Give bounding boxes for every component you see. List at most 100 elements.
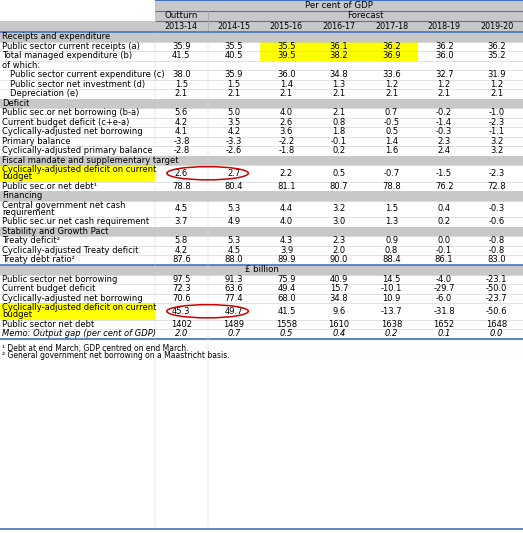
Bar	[365, 42, 418, 51]
Text: 33.6: 33.6	[382, 70, 401, 79]
Text: 35.9: 35.9	[224, 70, 243, 79]
Text: Stability and Growth Pact: Stability and Growth Pact	[2, 227, 108, 236]
Text: -23.7: -23.7	[486, 294, 507, 303]
Bar	[313, 42, 365, 51]
Text: 4.4: 4.4	[280, 204, 293, 213]
Text: 68.0: 68.0	[277, 294, 295, 303]
Text: -29.7: -29.7	[434, 284, 455, 293]
Text: 0.7: 0.7	[227, 329, 241, 338]
Text: Public sector net borrowing: Public sector net borrowing	[2, 274, 117, 284]
Text: -0.8: -0.8	[488, 246, 505, 255]
Text: 31.9: 31.9	[487, 70, 506, 79]
Text: 4.5: 4.5	[228, 246, 241, 255]
Bar	[0, 227, 523, 236]
Text: 1.2: 1.2	[385, 80, 398, 89]
Text: 2013-14: 2013-14	[165, 22, 198, 31]
Text: 2.6: 2.6	[280, 118, 293, 127]
Text: Outturn: Outturn	[165, 12, 198, 20]
Bar	[0, 32, 523, 42]
Text: 4.2: 4.2	[228, 127, 241, 136]
Text: Treaty deficit²: Treaty deficit²	[2, 236, 60, 245]
Text: 1.5: 1.5	[228, 80, 241, 89]
Text: Public sector current receipts (a): Public sector current receipts (a)	[2, 42, 140, 51]
Text: 90.0: 90.0	[330, 255, 348, 264]
Text: 83.0: 83.0	[487, 255, 506, 264]
Text: 3.0: 3.0	[333, 217, 346, 226]
Bar	[155, 11, 523, 21]
Text: 1.2: 1.2	[438, 80, 451, 89]
Text: Per cent of GDP: Per cent of GDP	[305, 1, 373, 10]
Text: 36.9: 36.9	[382, 51, 401, 60]
Text: 78.8: 78.8	[172, 182, 191, 191]
Text: 36.2: 36.2	[435, 42, 453, 51]
Text: -10.1: -10.1	[381, 284, 402, 293]
Text: 0.2: 0.2	[385, 329, 398, 338]
Text: Cyclically-adjusted deficit on current: Cyclically-adjusted deficit on current	[2, 165, 156, 174]
Text: 2.1: 2.1	[490, 89, 503, 98]
Text: ² General government net borrowing on a Maastricht basis.: ² General government net borrowing on a …	[2, 351, 230, 360]
Text: 1489: 1489	[223, 320, 244, 329]
Text: 4.1: 4.1	[175, 127, 188, 136]
Text: Public sector net debt: Public sector net debt	[2, 320, 94, 329]
Text: 35.5: 35.5	[224, 42, 243, 51]
Text: 72.3: 72.3	[172, 284, 190, 293]
Text: -0.2: -0.2	[436, 108, 452, 117]
Text: Cyclically-adjusted net borrowing: Cyclically-adjusted net borrowing	[2, 294, 143, 303]
Text: requirement: requirement	[2, 208, 54, 217]
Text: -3.3: -3.3	[225, 137, 242, 146]
Text: -1.0: -1.0	[488, 108, 505, 117]
Text: -0.7: -0.7	[383, 169, 400, 177]
Text: 80.4: 80.4	[224, 182, 243, 191]
Bar	[0, 156, 523, 165]
Text: 2.3: 2.3	[333, 236, 346, 245]
Text: 0.5: 0.5	[280, 329, 293, 338]
Text: 1.6: 1.6	[385, 146, 398, 155]
Text: 4.0: 4.0	[280, 108, 293, 117]
Text: 3.9: 3.9	[280, 246, 293, 255]
Text: 40.5: 40.5	[225, 51, 243, 60]
Text: 45.3: 45.3	[172, 307, 190, 316]
Text: -2.8: -2.8	[173, 146, 189, 155]
Text: 2016-17: 2016-17	[323, 22, 356, 31]
Text: 35.9: 35.9	[172, 42, 190, 51]
Text: Depreciation (e): Depreciation (e)	[10, 89, 78, 98]
Text: 91.3: 91.3	[224, 274, 243, 284]
Text: 80.7: 80.7	[329, 182, 348, 191]
Text: 1.8: 1.8	[333, 127, 346, 136]
Text: 38.0: 38.0	[172, 70, 190, 79]
Bar	[0, 191, 523, 200]
Text: 2018-19: 2018-19	[428, 22, 461, 31]
Text: 3.5: 3.5	[227, 118, 241, 127]
Text: 3.2: 3.2	[333, 204, 346, 213]
Text: 0.2: 0.2	[333, 146, 346, 155]
Text: 1.4: 1.4	[385, 137, 398, 146]
Text: 4.2: 4.2	[175, 246, 188, 255]
Text: 1.3: 1.3	[333, 80, 346, 89]
Text: 75.9: 75.9	[277, 274, 295, 284]
Text: -0.8: -0.8	[488, 236, 505, 245]
Text: 1558: 1558	[276, 320, 297, 329]
Text: 2.3: 2.3	[438, 137, 451, 146]
Text: 0.2: 0.2	[438, 217, 451, 226]
Text: -13.7: -13.7	[381, 307, 402, 316]
Text: 2017-18: 2017-18	[375, 22, 408, 31]
Text: Treaty debt ratio²: Treaty debt ratio²	[2, 255, 75, 264]
Text: -1.5: -1.5	[436, 169, 452, 177]
Text: 2.0: 2.0	[175, 329, 188, 338]
Text: -4.0: -4.0	[436, 274, 452, 284]
Text: -31.8: -31.8	[434, 307, 455, 316]
Text: -0.3: -0.3	[488, 204, 505, 213]
Text: 49.4: 49.4	[277, 284, 295, 293]
Text: 1648: 1648	[486, 320, 507, 329]
Text: 88.4: 88.4	[382, 255, 401, 264]
Text: 9.6: 9.6	[333, 307, 346, 316]
Text: 0.7: 0.7	[385, 108, 398, 117]
Text: 76.2: 76.2	[435, 182, 453, 191]
Text: Primary balance: Primary balance	[2, 137, 71, 146]
Text: 2.1: 2.1	[438, 89, 451, 98]
Text: 5.8: 5.8	[175, 236, 188, 245]
Text: Total managed expenditure (b): Total managed expenditure (b)	[2, 51, 132, 60]
Text: Financing: Financing	[2, 191, 42, 200]
Text: 1.4: 1.4	[280, 80, 293, 89]
Text: Current budget deficit: Current budget deficit	[2, 284, 95, 293]
